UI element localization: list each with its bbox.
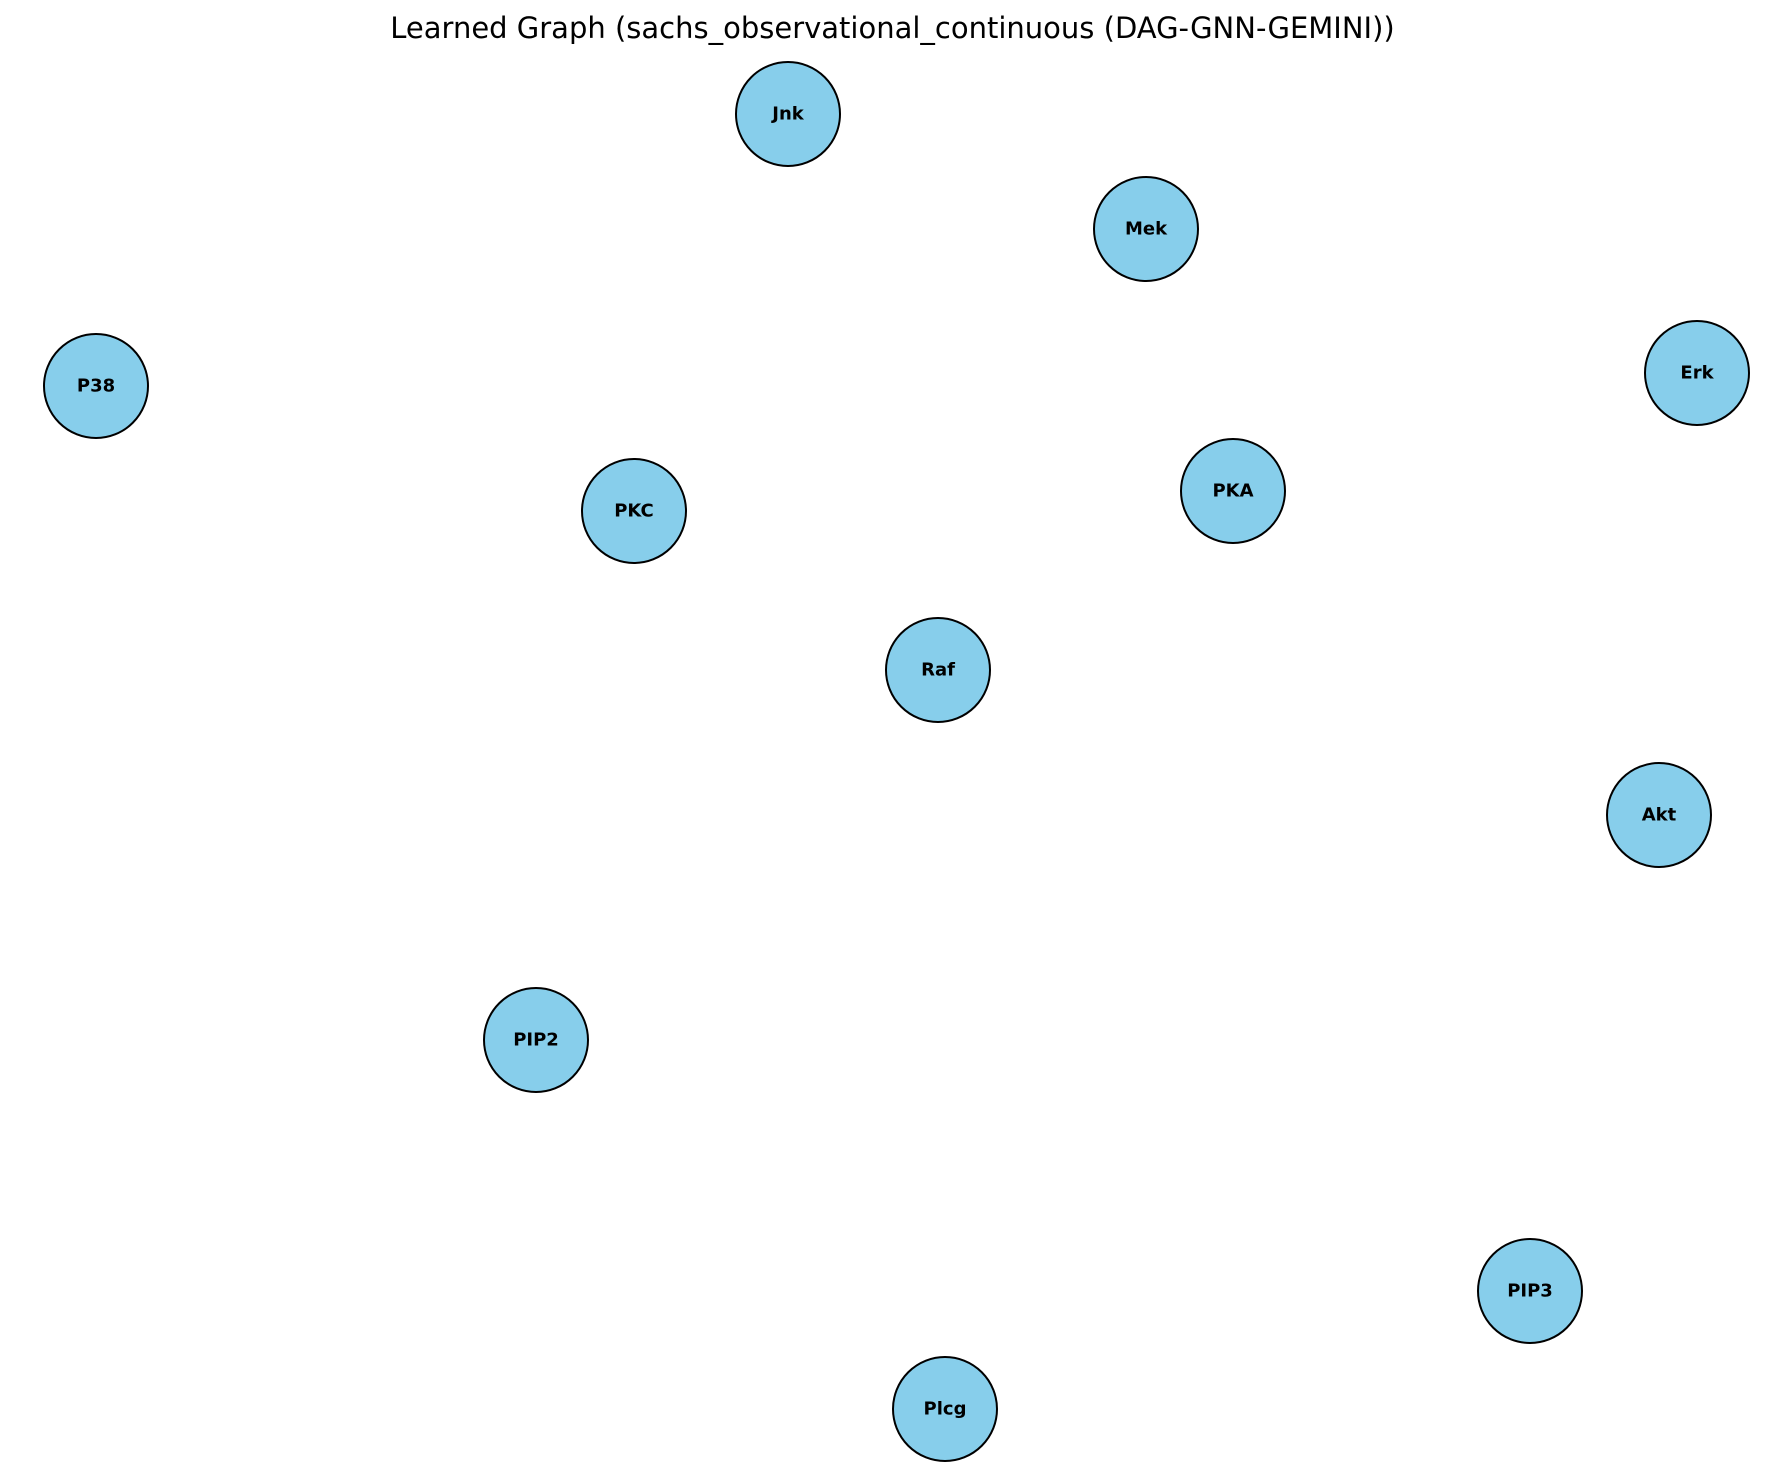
node-akt: Akt	[1606, 762, 1712, 868]
node-pka: PKA	[1180, 438, 1286, 544]
node-circle	[1477, 1238, 1583, 1344]
graph-title: Learned Graph (sachs_observational_conti…	[390, 11, 1395, 45]
node-circle	[892, 1356, 998, 1462]
node-label: Raf	[921, 660, 955, 681]
node-label: Plcg	[924, 1399, 967, 1420]
node-circle	[581, 458, 687, 564]
node-circle	[483, 987, 589, 1093]
node-circle	[1606, 762, 1712, 868]
node-circle	[735, 61, 841, 167]
node-erk: Erk	[1644, 320, 1750, 426]
node-label: PKA	[1212, 481, 1253, 502]
node-circle	[43, 333, 149, 439]
node-circle	[1180, 438, 1286, 544]
node-label: P38	[77, 376, 115, 397]
node-pip3: PIP3	[1477, 1238, 1583, 1344]
node-circle	[885, 617, 991, 723]
node-label: Mek	[1125, 219, 1168, 240]
node-label: Akt	[1642, 805, 1677, 826]
node-circle	[1093, 176, 1199, 282]
nodes-layer: Jnk Mek P38 Erk PKC PKA Raf Akt PIP2 PIP3 Plcg	[43, 61, 1750, 1462]
node-label: PIP3	[1507, 1281, 1553, 1302]
node-p38: P38	[43, 333, 149, 439]
node-plcg: Plcg	[892, 1356, 998, 1462]
node-jnk: Jnk	[735, 61, 841, 167]
node-label: PKC	[614, 501, 654, 522]
node-pip2: PIP2	[483, 987, 589, 1093]
node-label: Erk	[1680, 363, 1714, 384]
node-label: PIP2	[513, 1030, 559, 1051]
node-mek: Mek	[1093, 176, 1199, 282]
node-label: Jnk	[770, 104, 805, 125]
node-raf: Raf	[885, 617, 991, 723]
node-pkc: PKC	[581, 458, 687, 564]
node-circle	[1644, 320, 1750, 426]
